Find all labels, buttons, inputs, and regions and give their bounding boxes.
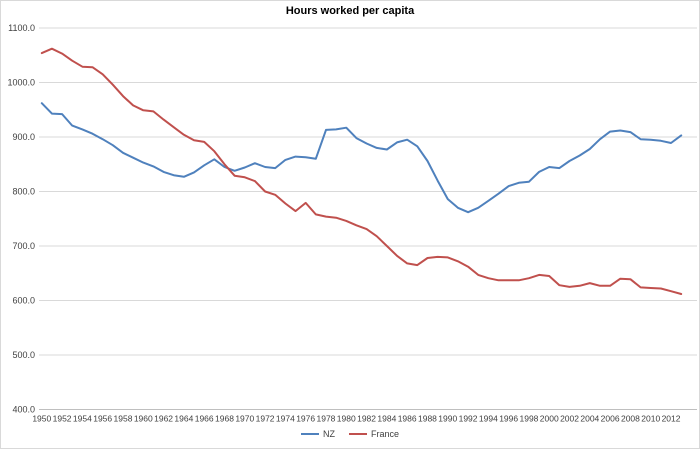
chart-title: Hours worked per capita	[285, 5, 415, 17]
y-tick-label-800: 800.0	[12, 187, 35, 197]
x-tick-label-1994: 1994	[479, 414, 498, 424]
x-tick-label-1966: 1966	[195, 414, 214, 424]
x-tick-label-2006: 2006	[601, 414, 620, 424]
x-tick-label-2010: 2010	[641, 414, 660, 424]
x-tick-label-1982: 1982	[357, 414, 376, 424]
x-tick-label-1978: 1978	[317, 414, 336, 424]
y-tick-label-500: 500.0	[12, 350, 35, 360]
x-tick-label-1980: 1980	[337, 414, 356, 424]
legend: NZ France	[1, 429, 699, 439]
x-tick-label-1964: 1964	[174, 414, 193, 424]
x-tick-label-1954: 1954	[73, 414, 92, 424]
legend-item-nz: NZ	[300, 429, 335, 439]
x-tick-label-2002: 2002	[560, 414, 579, 424]
series-line-nz	[40, 102, 683, 214]
x-tick-label-1998: 1998	[519, 414, 538, 424]
x-tick-label-1960: 1960	[134, 414, 153, 424]
x-tick-label-2012: 2012	[662, 414, 681, 424]
x-tick-label-1952: 1952	[53, 414, 72, 424]
x-tick-label-1988: 1988	[418, 414, 437, 424]
y-tick-label-1000: 1000.0	[7, 78, 35, 88]
x-tick-label-1958: 1958	[114, 414, 133, 424]
x-tick-label-1972: 1972	[256, 414, 275, 424]
y-tick-label-1100: 1100.0	[8, 23, 35, 33]
x-tick-label-1968: 1968	[215, 414, 234, 424]
x-tick-label-1974: 1974	[276, 414, 295, 424]
x-tick-label-1986: 1986	[398, 414, 417, 424]
y-tick-label-900: 900.0	[12, 132, 35, 142]
x-tick-label-1950: 1950	[32, 414, 51, 424]
x-tick-label-1956: 1956	[93, 414, 112, 424]
legend-label-nz: NZ	[322, 429, 335, 439]
france-line-swatch-icon	[348, 433, 367, 435]
x-tick-label-1976: 1976	[296, 414, 315, 424]
x-tick-label-2000: 2000	[540, 414, 559, 424]
series-line-france	[40, 47, 683, 295]
x-tick-label-1984: 1984	[377, 414, 396, 424]
legend-label-france: France	[370, 429, 399, 439]
x-tick-label-1996: 1996	[499, 414, 518, 424]
nz-line-swatch-icon	[300, 433, 319, 435]
y-tick-label-400: 400.0	[12, 405, 35, 415]
legend-item-france: France	[348, 429, 399, 439]
x-tick-label-2008: 2008	[621, 414, 640, 424]
x-tick-label-1962: 1962	[154, 414, 173, 424]
x-tick-label-1970: 1970	[235, 414, 254, 424]
y-tick-label-600: 600.0	[12, 296, 35, 306]
x-tick-label-1990: 1990	[438, 414, 457, 424]
y-tick-label-700: 700.0	[12, 241, 35, 251]
x-tick-label-1992: 1992	[459, 414, 478, 424]
x-tick-label-2004: 2004	[580, 414, 599, 424]
